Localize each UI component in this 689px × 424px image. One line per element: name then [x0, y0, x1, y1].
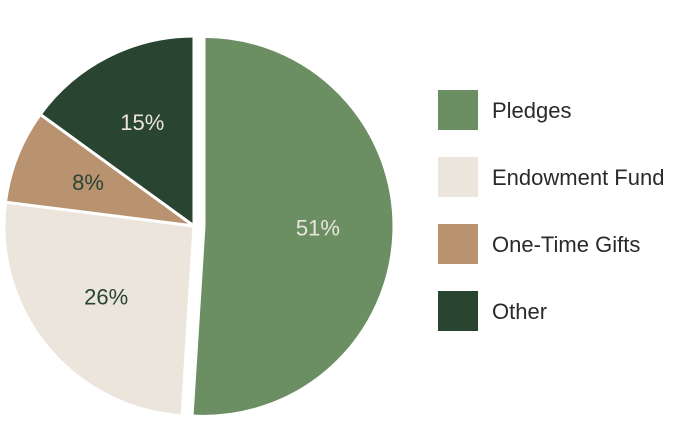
pie-slice-one-time-gifts[interactable] [3, 112, 195, 228]
legend-label-other: Other [492, 299, 548, 324]
legend-swatch-one-time-gifts [438, 224, 478, 264]
pie-slice-endowment-fund[interactable] [2, 200, 196, 418]
legend-item-one-time-gifts[interactable]: One-Time Gifts [438, 224, 688, 264]
slice-label-other: 15% [120, 110, 164, 135]
legend-label-endowment-fund: Endowment Fund [492, 165, 665, 190]
slice-label-one-time-gifts: 8% [72, 170, 104, 195]
pie-slice-other[interactable] [38, 34, 196, 229]
slice-label-pledges: 51% [296, 216, 340, 241]
legend-swatch-endowment-fund [438, 157, 478, 197]
legend-item-pledges[interactable]: Pledges [438, 90, 688, 130]
legend-label-pledges: Pledges [492, 98, 572, 123]
legend-swatch-other [438, 291, 478, 331]
slice-label-endowment-fund: 26% [84, 284, 128, 309]
legend-item-endowment-fund[interactable]: Endowment Fund [438, 157, 688, 197]
pie-slice-pledges[interactable] [190, 34, 396, 418]
legend-item-other[interactable]: Other [438, 291, 688, 331]
legend-label-one-time-gifts: One-Time Gifts [492, 232, 641, 257]
legend-swatch-pledges [438, 90, 478, 130]
